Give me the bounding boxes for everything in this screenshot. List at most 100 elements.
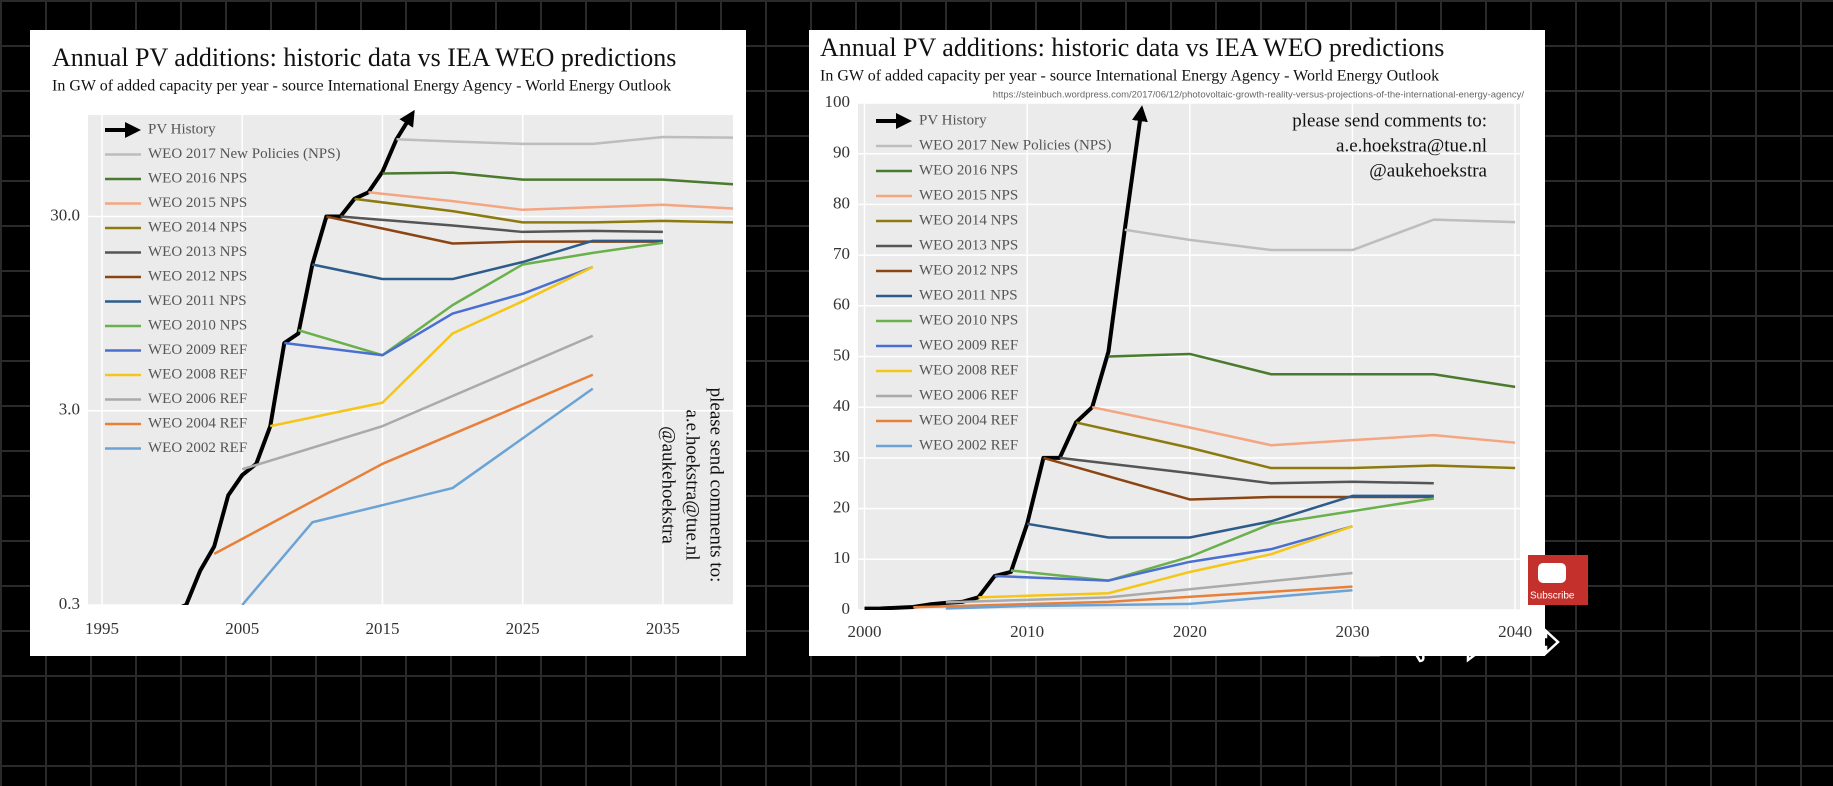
legend-label: WEO 2004 REF	[148, 415, 247, 431]
legend-label: WEO 2017 New Policies (NPS)	[919, 137, 1111, 153]
legend-label: WEO 2011 NPS	[919, 287, 1018, 303]
forecast-line	[297, 241, 664, 357]
forecast-line	[1026, 494, 1434, 539]
forecast-line	[945, 588, 1353, 610]
share-button[interactable]	[1530, 628, 1560, 656]
y-tick-label: 50	[833, 345, 850, 364]
x-tick-label: 2035	[646, 619, 680, 638]
y-tick-label: 20	[833, 498, 850, 517]
comment-button[interactable]	[1466, 634, 1498, 663]
forecast-line	[913, 585, 1353, 609]
legend-label: WEO 2004 REF	[919, 412, 1018, 428]
y-tick-label: 70	[833, 244, 850, 263]
chart-title: Annual PV additions: historic data vs IE…	[820, 33, 1444, 62]
x-tick-label: 2005	[225, 619, 259, 638]
legend-label: WEO 2010 NPS	[919, 312, 1018, 328]
legend-label: WEO 2006 REF	[919, 387, 1018, 403]
annotation: a.e.hoekstra@tue.nl	[682, 410, 703, 561]
legend-label: WEO 2009 REF	[148, 342, 247, 358]
y-tick-label: 100	[825, 92, 851, 111]
y-tick-label: 0.3	[59, 594, 80, 613]
forecast-line	[368, 191, 733, 212]
y-tick-label: 0	[842, 599, 851, 618]
plot-lines	[180, 109, 733, 605]
legend-label: WEO 2009 REF	[919, 337, 1018, 353]
legend-label: WEO 2012 NPS	[919, 262, 1018, 278]
x-tick-label: 2040	[1498, 622, 1532, 641]
chart-subtitle: In GW of added capacity per year - sourc…	[820, 68, 1439, 85]
forecast-line	[312, 239, 663, 281]
y-tick-label: 40	[833, 396, 850, 415]
legend-label: WEO 2017 New Policies (NPS)	[148, 146, 340, 162]
source-url: https://steinbuch.wordpress.com/2017/06/…	[993, 90, 1525, 101]
forecast-line	[284, 265, 594, 357]
forecast-line	[241, 334, 594, 471]
like-button[interactable]	[1358, 629, 1384, 657]
legend-label: PV History	[148, 121, 216, 137]
dislike-button[interactable]	[1408, 635, 1434, 663]
y-tick-label: 3.0	[59, 400, 80, 419]
annotation: @aukehoekstra	[1369, 160, 1487, 181]
chart-subtitle: In GW of added capacity per year - sourc…	[52, 78, 671, 95]
forecast-line	[1059, 456, 1434, 485]
forecast-line	[382, 171, 733, 186]
forecast-line	[354, 197, 733, 224]
forecast-line	[270, 265, 594, 428]
legend-label: WEO 2016 NPS	[148, 170, 247, 186]
forecast-line	[1091, 405, 1516, 447]
player-controls	[1358, 628, 1560, 663]
plot-background	[88, 115, 733, 605]
legend-label: WEO 2015 NPS	[148, 195, 247, 211]
legend-label: WEO 2006 REF	[148, 391, 247, 407]
legend-label: WEO 2013 NPS	[148, 244, 247, 260]
annotation: please send comments to:	[706, 388, 727, 583]
forecast-line	[213, 373, 594, 555]
annotation: please send comments to:	[1292, 110, 1487, 131]
y-tick-label: 10	[833, 548, 850, 567]
annotation: @aukehoekstra	[658, 426, 679, 544]
forecast-line	[241, 387, 594, 605]
forecast-line	[994, 525, 1353, 582]
forecast-line	[340, 215, 663, 234]
x-tick-label: 1995	[85, 619, 119, 638]
legend-label: WEO 2011 NPS	[148, 293, 247, 309]
legend-label: WEO 2008 REF	[919, 362, 1018, 378]
x-tick-label: 2000	[848, 622, 882, 641]
legend-label: WEO 2002 REF	[919, 437, 1018, 453]
y-tick-label: 30.0	[50, 205, 80, 224]
y-tick-label: 80	[833, 193, 850, 212]
forecast-line	[978, 525, 1353, 599]
x-tick-label: 2020	[1173, 622, 1207, 641]
legend-label: WEO 2013 NPS	[919, 237, 1018, 253]
plot-lines	[864, 105, 1516, 610]
forecast-line	[1075, 421, 1516, 470]
history-line	[864, 105, 1148, 610]
legend-label: WEO 2015 NPS	[919, 187, 1018, 203]
subscribe-icon	[1538, 563, 1566, 583]
subscribe-label: Subscribe	[1530, 591, 1575, 602]
y-tick-label: 90	[833, 143, 850, 162]
legend-label: WEO 2008 REF	[148, 366, 247, 382]
chart-title: Annual PV additions: historic data vs IE…	[52, 43, 676, 72]
legend-label: WEO 2014 NPS	[148, 219, 247, 235]
legend-label: WEO 2002 REF	[148, 440, 247, 456]
forecast-line	[1108, 352, 1516, 389]
legend-label: WEO 2016 NPS	[919, 162, 1018, 178]
legend-label: WEO 2012 NPS	[148, 268, 247, 284]
legend-label: WEO 2010 NPS	[148, 317, 247, 333]
x-tick-label: 2030	[1335, 622, 1369, 641]
legend-label: PV History	[919, 112, 987, 128]
legend-label: WEO 2014 NPS	[919, 212, 1018, 228]
forecast-line	[396, 135, 733, 146]
x-tick-label: 2010	[1010, 622, 1044, 641]
forecast-line	[945, 571, 1353, 604]
x-tick-label: 2015	[365, 619, 399, 638]
y-tick-label: 30	[833, 447, 850, 466]
forecast-line	[1124, 218, 1516, 252]
y-tick-label: 60	[833, 295, 850, 314]
x-tick-label: 2025	[506, 619, 540, 638]
annotation: a.e.hoekstra@tue.nl	[1336, 135, 1487, 156]
history-line	[180, 109, 415, 605]
